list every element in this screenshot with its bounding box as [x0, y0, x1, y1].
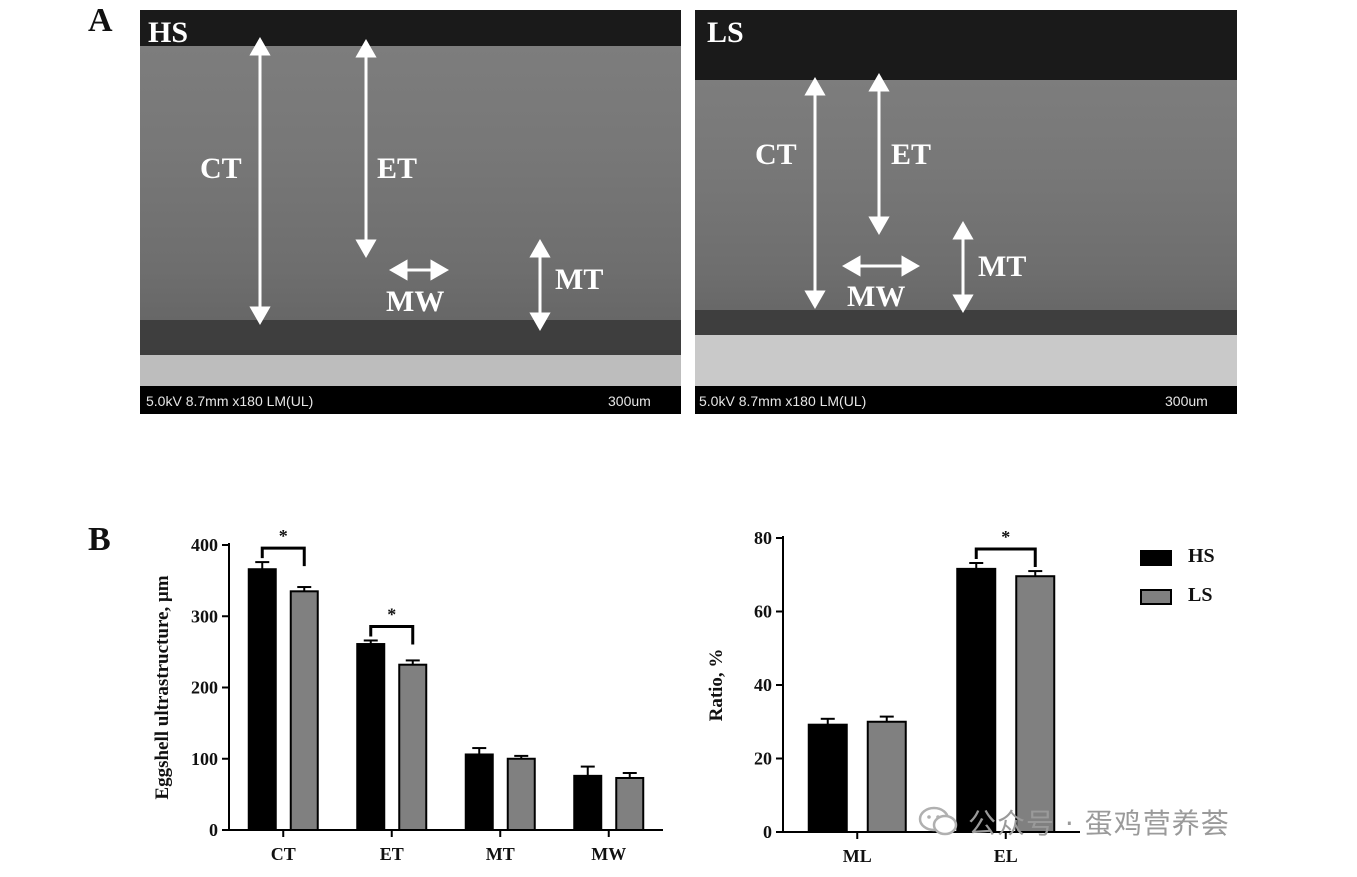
sem-image-hs: 5.0kV 8.7mm x180 LM(UL) 300um HS CT ET M…: [140, 10, 681, 414]
sem-info-text: 5.0kV 8.7mm x180 LM(UL): [146, 393, 314, 409]
y-tick-label: 300: [191, 606, 218, 626]
y-tick-label: 400: [191, 535, 218, 555]
significance-star: *: [387, 604, 396, 624]
legend-swatch-hs: [1140, 550, 1172, 566]
ct-annotation: CT: [755, 138, 797, 171]
y-tick-label: 40: [754, 675, 772, 695]
significance-star: *: [279, 526, 288, 546]
legend-swatch-ls: [1140, 589, 1172, 605]
category-label: CT: [271, 844, 296, 864]
mt-annotation: MT: [978, 250, 1027, 283]
sem-info-text: 5.0kV 8.7mm x180 LM(UL): [699, 393, 867, 409]
sem-info-bar: 5.0kV 8.7mm x180 LM(UL) 300um: [140, 386, 681, 414]
sem-image-ls: 5.0kV 8.7mm x180 LM(UL) 300um LS CT ET M…: [695, 10, 1237, 414]
category-label: ET: [380, 844, 404, 864]
bar-ls: [398, 663, 428, 832]
mw-annotation: MW: [386, 285, 445, 318]
bar-hs: [807, 723, 848, 833]
category-label: MT: [486, 844, 515, 864]
category-label: EL: [994, 846, 1018, 866]
y-tick-label: 20: [754, 749, 772, 769]
significance-bracket: [974, 547, 1037, 567]
et-annotation: ET: [891, 138, 932, 171]
significance-star: *: [1001, 527, 1010, 547]
panel-b-letter: B: [88, 521, 111, 558]
y-tick-label: 80: [754, 528, 772, 548]
category-label: MW: [591, 844, 626, 864]
sem-label: HS: [148, 16, 189, 49]
bar-ls: [615, 776, 645, 831]
legend-label-hs: HS: [1188, 545, 1215, 567]
y-tick-label: 0: [209, 820, 218, 840]
y-axis-title: Eggshell ultrastructure, μm: [152, 575, 173, 799]
bar-ls: [1015, 575, 1056, 833]
bar-ls: [289, 590, 319, 831]
sem-info-bar: 5.0kV 8.7mm x180 LM(UL) 300um: [695, 386, 1237, 414]
mw-annotation: MW: [847, 280, 906, 313]
sem-label: LS: [707, 16, 744, 49]
sem-scale-text: 300um: [1165, 393, 1208, 409]
wechat-icon: [918, 806, 958, 836]
sem-scale-text: 300um: [608, 393, 651, 409]
panel-a-letter: A: [88, 2, 113, 39]
watermark-text: 公众号 · 蛋鸡营养荟: [968, 807, 1230, 840]
ct-annotation: CT: [200, 152, 242, 185]
legend-label-ls: LS: [1188, 584, 1213, 606]
bar-hs: [356, 643, 386, 831]
significance-bracket: [260, 546, 306, 567]
sem-annotation-arrows: [249, 36, 551, 332]
category-label: ML: [843, 846, 872, 866]
y-tick-label: 0: [763, 822, 772, 842]
sem-annotation-arrows: [804, 72, 974, 314]
y-tick-label: 200: [191, 678, 218, 698]
et-annotation: ET: [377, 152, 418, 185]
bar-hs: [464, 753, 494, 831]
bar-hs: [247, 568, 277, 831]
y-tick-label: 100: [191, 749, 218, 769]
y-tick-label: 60: [754, 602, 772, 622]
bar-ls: [866, 720, 907, 833]
significance-bracket: [369, 624, 415, 645]
y-axis-title: Ratio, %: [706, 649, 727, 722]
bar-hs: [956, 567, 997, 833]
mt-annotation: MT: [555, 263, 604, 296]
